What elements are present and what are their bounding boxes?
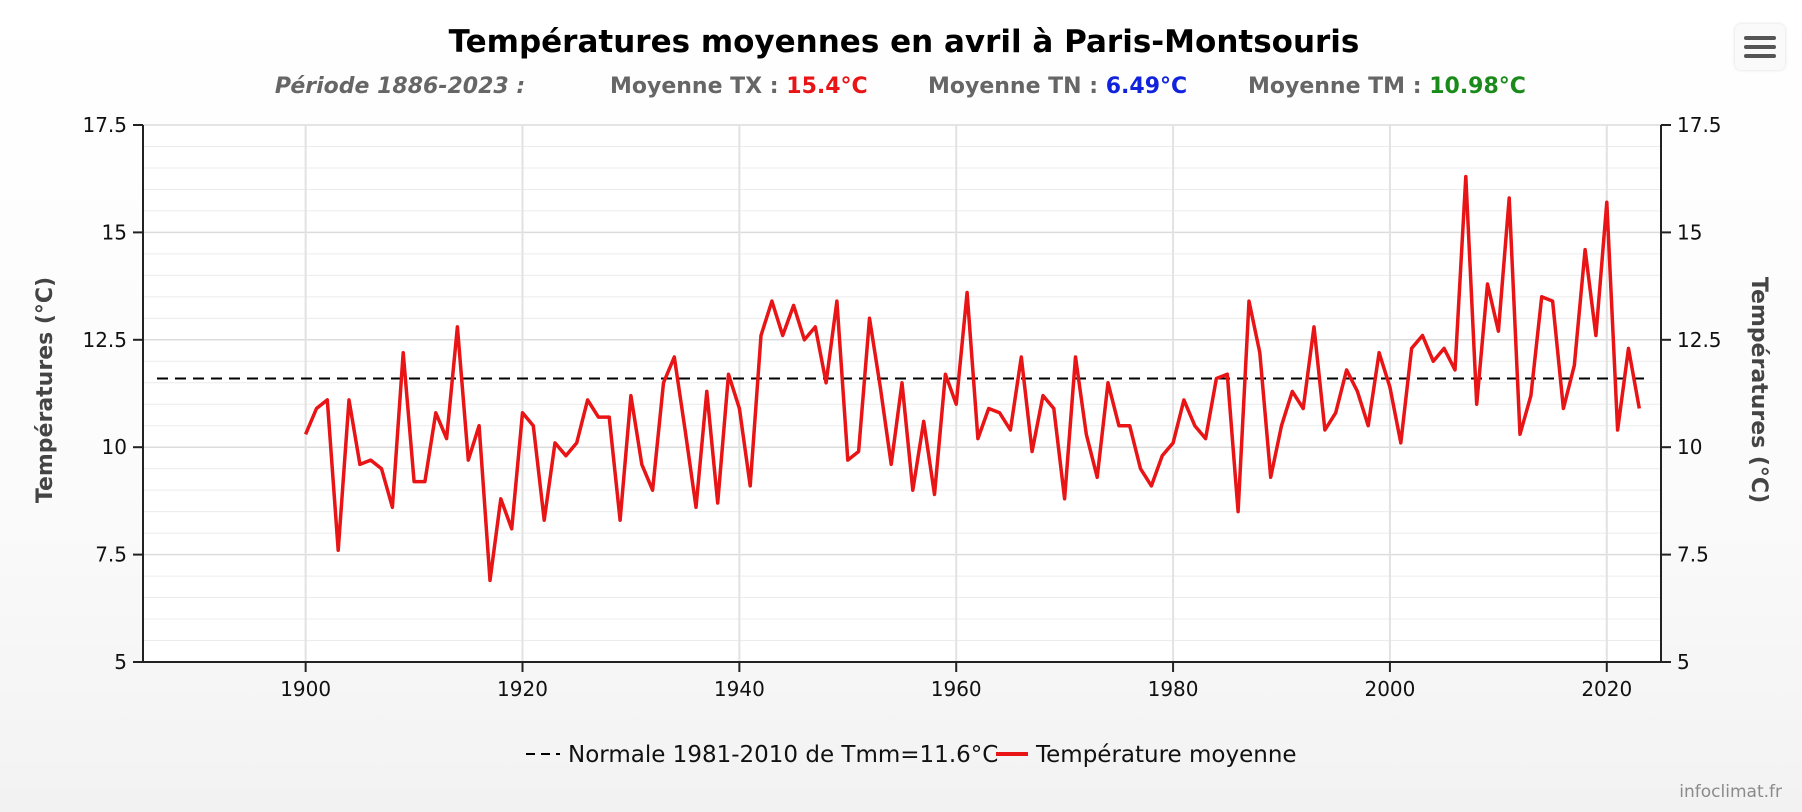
y-tick-label-right: 17.5 <box>1677 113 1722 137</box>
y-tick-label-right: 7.5 <box>1677 543 1709 567</box>
y-axis-title-right: Températures (°C) <box>1746 277 1771 503</box>
tm-value: 10.98°C <box>1429 74 1526 99</box>
y-tick-label-left: 17.5 <box>82 113 127 137</box>
tx-summary: Moyenne TX : 15.4°C <box>610 74 868 99</box>
y-tick-label-left: 15 <box>102 220 127 244</box>
chart-menu-button[interactable] <box>1735 24 1785 70</box>
x-tick-label: 2000 <box>1364 677 1415 701</box>
chart-title: Températures moyennes en avril à Paris-M… <box>449 24 1360 60</box>
tx-value: 15.4°C <box>786 74 867 99</box>
y-tick-label-right: 10 <box>1677 435 1702 459</box>
y-tick-label-right: 15 <box>1677 220 1702 244</box>
hamburger-menu-icon <box>1744 36 1776 40</box>
tick-labels: 5 5 7.5 7.5 10 10 12.5 12.5 15 15 17.5 17.5 1900 1920… <box>82 113 1721 701</box>
y-tick-label-right: 5 <box>1677 650 1690 674</box>
tm-label: Moyenne TM : <box>1248 74 1429 99</box>
legend-series-label[interactable]: Température moyenne <box>1035 742 1297 768</box>
plot-area: 5 5 7.5 7.5 10 10 12.5 12.5 15 15 17.5 17.5 1900 1920… <box>82 113 1721 701</box>
y-tick-label-left: 5 <box>114 650 127 674</box>
y-tick-label-right: 12.5 <box>1677 328 1722 352</box>
x-tick-label: 1980 <box>1148 677 1199 701</box>
legend-normal-label[interactable]: Normale 1981-2010 de Tmm=11.6°C <box>568 742 998 768</box>
y-tick-label-left: 10 <box>102 435 127 459</box>
tn-value: 6.49°C <box>1106 74 1187 99</box>
y-axis-title-left: Températures (°C) <box>33 277 58 503</box>
x-tick-label: 2020 <box>1581 677 1632 701</box>
tn-summary: Moyenne TN : 6.49°C <box>928 74 1187 99</box>
y-tick-label-left: 12.5 <box>82 328 127 352</box>
x-tick-label: 1960 <box>931 677 982 701</box>
legend[interactable]: Normale 1981-2010 de Tmm=11.6°C Températ… <box>526 742 1297 768</box>
tx-label: Moyenne TX : <box>610 74 786 99</box>
x-tick-label: 1920 <box>497 677 548 701</box>
axes <box>133 124 1671 672</box>
tm-summary: Moyenne TM : 10.98°C <box>1248 74 1526 99</box>
period-label: Période 1886-2023 : <box>275 74 525 99</box>
x-tick-label: 1940 <box>714 677 765 701</box>
series-line-temperature-moyenne <box>303 174 1642 583</box>
tn-label: Moyenne TN : <box>928 74 1106 99</box>
credit-text[interactable]: infoclimat.fr <box>1679 782 1782 802</box>
x-tick-label: 1900 <box>280 677 331 701</box>
y-tick-label-left: 7.5 <box>95 543 127 567</box>
